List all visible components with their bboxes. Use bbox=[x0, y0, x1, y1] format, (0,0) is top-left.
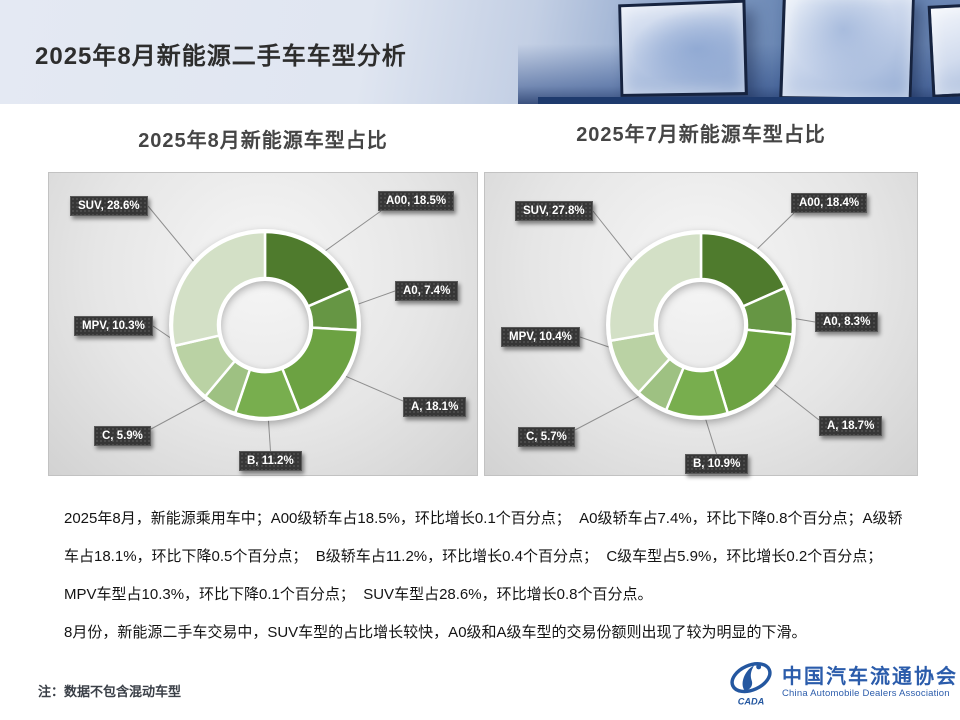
slice-label-b: B, 10.9% bbox=[685, 454, 749, 474]
slice-label-a00: A00, 18.5% bbox=[378, 191, 455, 211]
slice-label-suv: SUV, 28.6% bbox=[70, 196, 148, 216]
donut-slice-suv bbox=[170, 230, 267, 348]
donut-slice-suv bbox=[607, 231, 703, 343]
cada-name-chinese: 中国汽车流通协会 bbox=[782, 666, 958, 688]
cada-logo-text: 中国汽车流通协会 China Automobile Dealers Associ… bbox=[782, 666, 958, 700]
cube-graphic-1 bbox=[618, 0, 748, 97]
cube-graphic-3 bbox=[927, 2, 960, 98]
donut-chart-august: A00, 18.5% A0, 7.4% A, 18.1% B, 11.2% C, 5.9… bbox=[48, 172, 478, 476]
slice-label-suv: SUV, 27.8% bbox=[515, 201, 593, 221]
slice-label-a: A, 18.1% bbox=[403, 397, 467, 417]
analysis-paragraph-1: 2025年8月，新能源乘用车中；A00级轿车占18.5%，环比增长0.1个百分点… bbox=[64, 510, 903, 603]
donut-chart-july: A00, 18.4% A0, 8.3% A, 18.7% B, 10.9% C, 5.7… bbox=[484, 172, 918, 476]
slide-header: 2025年8月新能源二手车车型分析 bbox=[0, 0, 960, 104]
cada-name-english: China Automobile Dealers Association bbox=[782, 688, 950, 699]
slice-label-c: C, 5.9% bbox=[94, 426, 151, 446]
page-title: 2025年8月新能源二手车车型分析 bbox=[35, 43, 407, 70]
cada-emblem-icon: CADA bbox=[730, 662, 772, 706]
slice-label-a: A, 18.7% bbox=[819, 416, 883, 436]
slice-label-a0: A0, 8.3% bbox=[815, 312, 879, 332]
header-dark-strip bbox=[537, 97, 960, 104]
donut-slice-a bbox=[713, 328, 794, 415]
cada-logo: CADA 中国汽车流通协会 China Automobile Dealers A… bbox=[728, 658, 958, 708]
svg-text:CADA: CADA bbox=[738, 696, 765, 706]
slice-label-a0: A0, 7.4% bbox=[395, 281, 459, 301]
footnote: 注：数据不包含混动车型 bbox=[38, 684, 182, 699]
slice-label-b: B, 11.2% bbox=[239, 451, 302, 471]
chart-title-july: 2025年7月新能源车型占比 bbox=[576, 124, 826, 146]
analysis-paragraph-2: 8月份，新能源二手车交易中，SUV车型的占比增长较快，A0级和A级车型的交易份额… bbox=[64, 624, 807, 641]
cube-graphic-2 bbox=[779, 0, 915, 101]
slice-label-a00: A00, 18.4% bbox=[791, 193, 868, 213]
slice-label-c: C, 5.7% bbox=[518, 427, 575, 447]
slice-label-mpv: MPV, 10.4% bbox=[501, 327, 580, 347]
slice-label-mpv: MPV, 10.3% bbox=[74, 316, 153, 336]
analysis-text: 2025年8月，新能源乘用车中；A00级轿车占18.5%，环比增长0.1个百分点… bbox=[64, 500, 916, 652]
chart-title-august: 2025年8月新能源车型占比 bbox=[138, 130, 388, 152]
